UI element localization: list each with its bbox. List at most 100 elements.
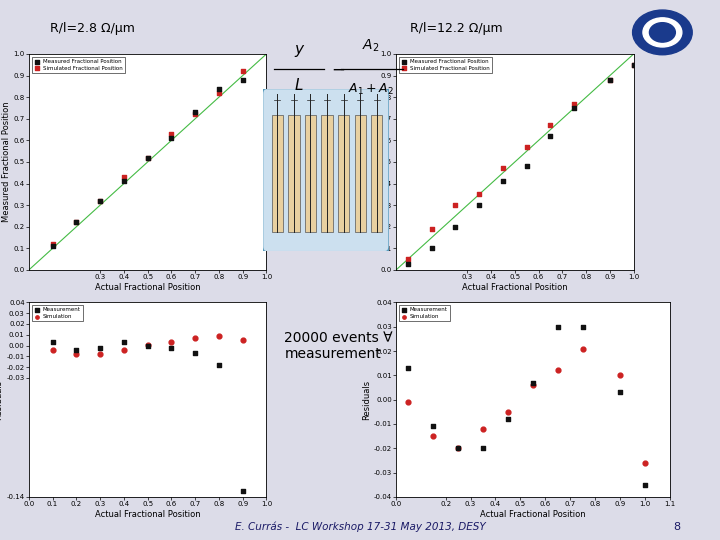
- Text: 20000 events ∀
measurement: 20000 events ∀ measurement: [284, 330, 393, 361]
- Simulation: [639, 458, 650, 467]
- Bar: [271, 115, 283, 232]
- Measurement: [189, 349, 201, 357]
- Simulation: [452, 444, 464, 453]
- Text: $A_1+A_2$: $A_1+A_2$: [348, 82, 394, 97]
- Measured Fractional Position: [94, 197, 106, 205]
- Simulated Fractional Position: [166, 130, 177, 138]
- Measurement: [71, 346, 82, 354]
- Measurement: [166, 343, 177, 352]
- Circle shape: [633, 10, 692, 55]
- Simulation: [477, 424, 489, 433]
- Simulation: [428, 432, 439, 441]
- Simulation: [142, 340, 153, 349]
- Simulation: [71, 350, 82, 359]
- Measured Fractional Position: [166, 134, 177, 143]
- X-axis label: Actual Fractional Position: Actual Fractional Position: [480, 510, 585, 519]
- Measurement: [402, 364, 414, 373]
- Legend: Measured Fractional Position, Simulated Fractional Position: Measured Fractional Position, Simulated …: [399, 57, 492, 73]
- Simulation: [166, 338, 177, 347]
- Measured Fractional Position: [237, 76, 248, 84]
- Text: R/l=12.2 Ω/μm: R/l=12.2 Ω/μm: [410, 22, 503, 35]
- Bar: [305, 115, 316, 232]
- Bar: [288, 115, 300, 232]
- FancyBboxPatch shape: [261, 87, 390, 253]
- Simulated Fractional Position: [545, 121, 557, 130]
- Simulated Fractional Position: [71, 218, 82, 227]
- Legend: Measured Fractional Position, Simulated Fractional Position: Measured Fractional Position, Simulated …: [32, 57, 125, 73]
- Simulation: [577, 345, 588, 353]
- Measured Fractional Position: [426, 244, 438, 253]
- Measurement: [237, 487, 248, 496]
- Measurement: [213, 361, 225, 369]
- Simulated Fractional Position: [521, 143, 533, 151]
- Bar: [321, 115, 333, 232]
- Bar: [338, 115, 349, 232]
- Simulated Fractional Position: [426, 225, 438, 233]
- Bar: [354, 115, 366, 232]
- Simulation: [552, 366, 564, 375]
- Measured Fractional Position: [142, 153, 153, 162]
- Simulation: [94, 350, 106, 359]
- Measurement: [118, 338, 130, 347]
- X-axis label: Actual Fractional Position: Actual Fractional Position: [462, 283, 567, 292]
- Circle shape: [649, 23, 675, 42]
- Simulated Fractional Position: [142, 153, 153, 162]
- Measured Fractional Position: [450, 222, 462, 231]
- Measurement: [502, 415, 513, 423]
- Measurement: [94, 343, 106, 352]
- Text: $A_2$: $A_2$: [362, 38, 379, 54]
- Text: E. Currás -  LC Workshop 17-31 May 2013, DESY: E. Currás - LC Workshop 17-31 May 2013, …: [235, 522, 485, 532]
- Measured Fractional Position: [521, 162, 533, 171]
- Y-axis label: Measured Fractional Position: Measured Fractional Position: [1, 102, 11, 222]
- Legend: Measurement, Simulation: Measurement, Simulation: [32, 305, 83, 321]
- Measurement: [614, 388, 626, 396]
- Measured Fractional Position: [118, 177, 130, 186]
- Measurement: [552, 322, 564, 331]
- Measurement: [452, 444, 464, 453]
- Circle shape: [643, 18, 682, 47]
- Simulation: [502, 408, 513, 416]
- Simulated Fractional Position: [498, 164, 509, 173]
- Text: 8: 8: [673, 522, 680, 532]
- Simulation: [189, 334, 201, 342]
- Y-axis label: Measured Fractional Position: Measured Fractional Position: [369, 102, 378, 222]
- Simulated Fractional Position: [604, 76, 616, 84]
- Simulated Fractional Position: [237, 67, 248, 76]
- Measurement: [639, 481, 650, 489]
- Measurement: [142, 341, 153, 350]
- Measured Fractional Position: [545, 132, 557, 140]
- Simulated Fractional Position: [213, 89, 225, 97]
- Simulation: [614, 371, 626, 380]
- Measured Fractional Position: [213, 84, 225, 93]
- Simulated Fractional Position: [402, 255, 414, 264]
- Measured Fractional Position: [569, 104, 580, 112]
- Y-axis label: Residuals: Residuals: [0, 380, 4, 420]
- Measured Fractional Position: [628, 60, 639, 69]
- Simulation: [402, 397, 414, 407]
- Text: R/l=2.8 Ω/μm: R/l=2.8 Ω/μm: [50, 22, 135, 35]
- X-axis label: Actual Fractional Position: Actual Fractional Position: [95, 510, 200, 519]
- Simulation: [47, 346, 58, 354]
- Measured Fractional Position: [498, 177, 509, 186]
- Measurement: [577, 322, 588, 331]
- Text: y: y: [294, 42, 303, 57]
- Simulated Fractional Position: [628, 60, 639, 69]
- Measured Fractional Position: [189, 108, 201, 117]
- Measurement: [47, 338, 58, 347]
- Measurement: [428, 422, 439, 431]
- Simulated Fractional Position: [189, 110, 201, 119]
- Simulation: [527, 381, 539, 389]
- Simulation: [237, 336, 248, 345]
- Bar: [372, 115, 382, 232]
- X-axis label: Actual Fractional Position: Actual Fractional Position: [95, 283, 200, 292]
- Text: L: L: [294, 78, 303, 93]
- Y-axis label: Residuals: Residuals: [362, 380, 371, 420]
- Measurement: [527, 379, 539, 387]
- Measured Fractional Position: [604, 76, 616, 84]
- Text: $-$: $-$: [331, 59, 346, 78]
- Measurement: [477, 444, 489, 453]
- Legend: Measurement, Simulation: Measurement, Simulation: [399, 305, 450, 321]
- Simulated Fractional Position: [118, 173, 130, 181]
- Simulated Fractional Position: [474, 190, 485, 199]
- Measured Fractional Position: [71, 218, 82, 227]
